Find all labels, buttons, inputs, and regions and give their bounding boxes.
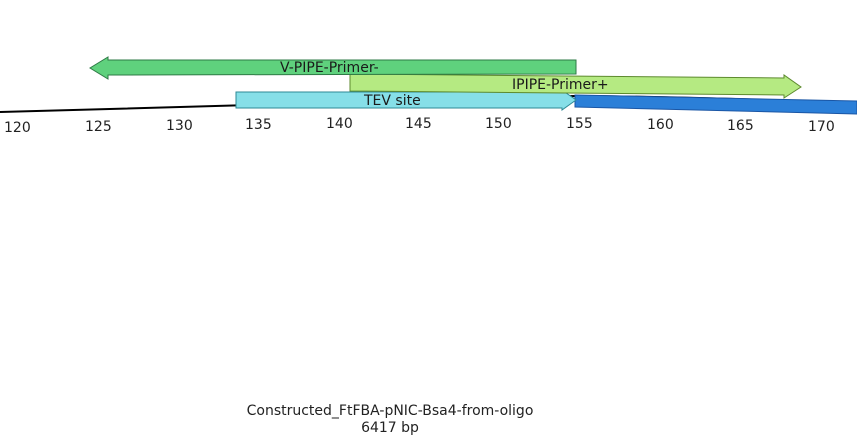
tick-label-155: 155 [566, 116, 593, 132]
tick-label-145: 145 [405, 116, 432, 132]
ipipe-primer-feature[interactable] [349, 73, 802, 99]
cds-segment-feature[interactable] [574, 94, 857, 115]
construct-name: Constructed_FtFBA-pNIC-Bsa4-from-oligo [246, 403, 534, 419]
tick-label-170: 170 [808, 119, 835, 135]
tick-label-150: 150 [485, 116, 512, 132]
v-pipe-primer-label: V-PIPE-Primer- [280, 60, 379, 76]
tev-site-label: TEV site [363, 93, 421, 109]
tick-label-120: 120 [4, 120, 31, 136]
tick-label-160: 160 [647, 117, 674, 133]
construct-length: 6417 bp [361, 420, 419, 436]
tick-label-130: 130 [166, 118, 193, 134]
tick-label-140: 140 [326, 116, 353, 132]
ruler-ticks: 120 125 130 135 140 145 150 155 160 165 … [4, 116, 835, 136]
tick-label-125: 125 [85, 119, 112, 135]
tick-label-135: 135 [245, 117, 272, 133]
ipipe-primer-label: IPIPE-Primer+ [512, 77, 609, 93]
tick-label-165: 165 [727, 118, 754, 134]
v-pipe-primer-feature[interactable] [89, 56, 577, 80]
